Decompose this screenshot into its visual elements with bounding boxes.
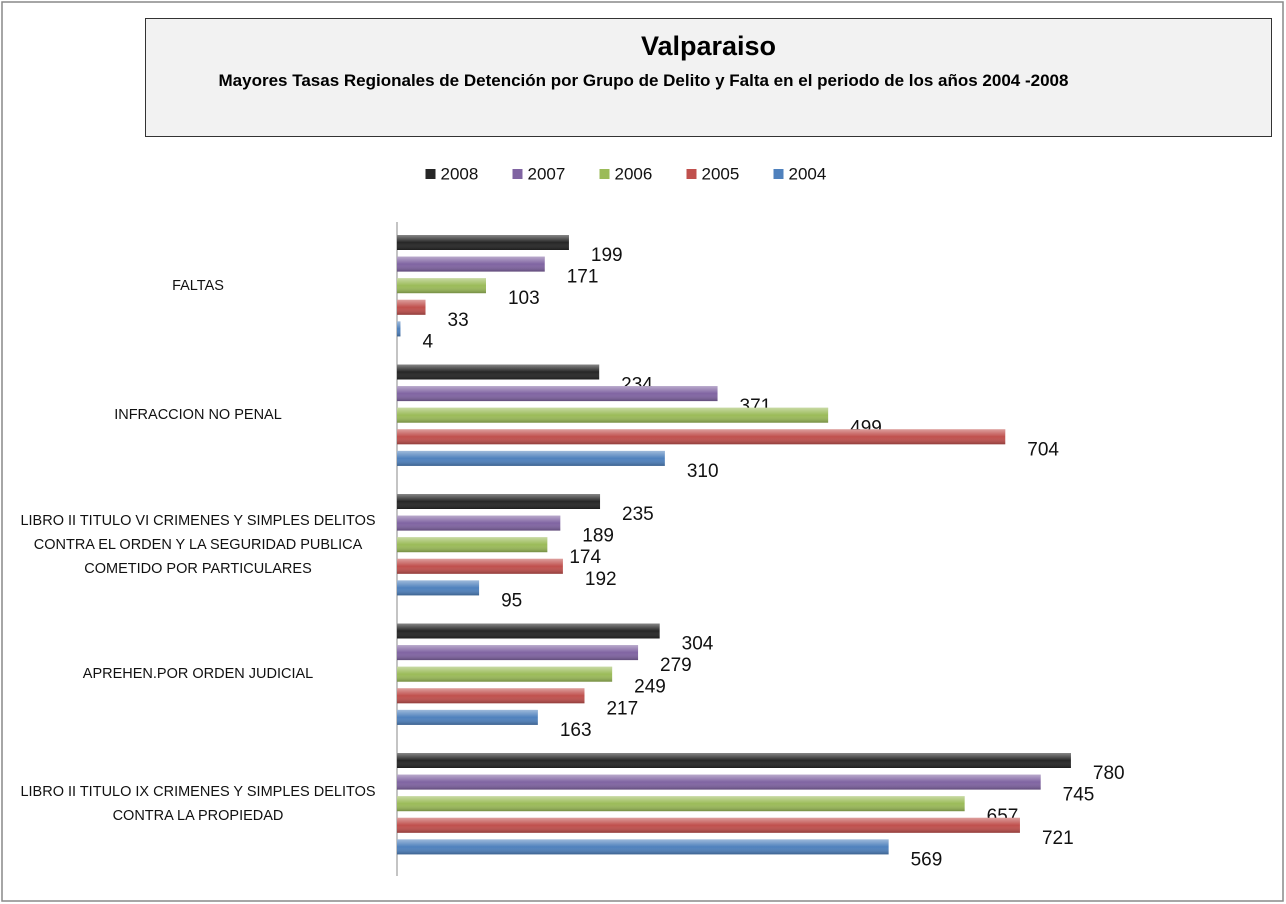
- data-label: 780: [1093, 763, 1125, 784]
- bar-shine: [397, 407, 829, 423]
- legend-swatch: [512, 169, 523, 179]
- data-label: 279: [660, 655, 692, 676]
- data-label: 217: [606, 698, 638, 719]
- bar-shine: [397, 299, 426, 315]
- bar-shine: [397, 494, 601, 509]
- data-label: 174: [569, 547, 601, 568]
- data-label: 95: [501, 590, 522, 611]
- bar-shine: [397, 386, 718, 402]
- legend-label: 2004: [789, 164, 827, 183]
- data-label: 199: [591, 245, 623, 266]
- title-box: Valparaiso Mayores Tasas Regionales de D…: [145, 18, 1272, 137]
- data-label: 745: [1063, 785, 1095, 806]
- bar-shine: [397, 817, 1020, 833]
- data-label: 4: [422, 331, 433, 352]
- bar-shine: [397, 688, 585, 704]
- chart-subtitle: Mayores Tasas Regionales de Detención po…: [218, 71, 1069, 90]
- bar-shine: [397, 709, 538, 725]
- bar-shine: [397, 753, 1071, 768]
- category-label: INFRACCION NO PENAL: [114, 407, 282, 424]
- category-label: APREHEN.POR ORDEN JUDICIAL: [82, 666, 314, 683]
- bar-shine: [397, 235, 569, 250]
- bar-shine: [397, 774, 1041, 790]
- data-label: 304: [682, 634, 714, 655]
- data-label: 103: [508, 288, 540, 309]
- data-label: 189: [582, 526, 614, 547]
- bar-shine: [397, 796, 965, 812]
- bar-shine: [397, 645, 639, 661]
- data-label: 704: [1027, 439, 1059, 460]
- data-label: 192: [585, 569, 617, 590]
- bar-shine: [397, 450, 665, 466]
- legend-label: 2005: [702, 164, 740, 183]
- data-label: 249: [634, 677, 666, 698]
- legend-swatch: [599, 169, 610, 179]
- bar-shine: [397, 321, 401, 337]
- data-label: 33: [448, 310, 469, 331]
- bar-shine: [397, 558, 563, 574]
- data-label: 171: [567, 267, 599, 288]
- category-label: LIBRO II TITULO VI CRIMENES Y SIMPLES DE…: [20, 512, 376, 577]
- bar-shine: [397, 429, 1006, 445]
- data-label: 235: [622, 504, 654, 525]
- legend-label: 2008: [441, 164, 479, 183]
- data-label: 310: [687, 461, 719, 482]
- bar-shine: [397, 256, 545, 272]
- legend-label: 2006: [615, 164, 653, 183]
- legend-label: 2007: [528, 164, 566, 183]
- legend-swatch: [686, 169, 697, 179]
- bar-shine: [397, 364, 600, 380]
- bar-shine: [397, 278, 486, 294]
- bar-shine: [397, 666, 613, 682]
- legend-swatch: [425, 169, 436, 179]
- bar-shine: [397, 537, 548, 553]
- bar-shine: [397, 839, 889, 855]
- chart-title: Valparaiso: [640, 31, 777, 61]
- data-label: 721: [1042, 828, 1074, 849]
- legend-swatch: [773, 169, 784, 179]
- category-label: FALTAS: [172, 277, 224, 294]
- bar-shine: [397, 515, 561, 531]
- data-label: 569: [911, 849, 943, 870]
- bar-shine: [397, 623, 660, 639]
- data-label: 163: [560, 720, 592, 741]
- bar-shine: [397, 580, 480, 596]
- category-label: LIBRO II TITULO IX CRIMENES Y SIMPLES DE…: [20, 783, 376, 824]
